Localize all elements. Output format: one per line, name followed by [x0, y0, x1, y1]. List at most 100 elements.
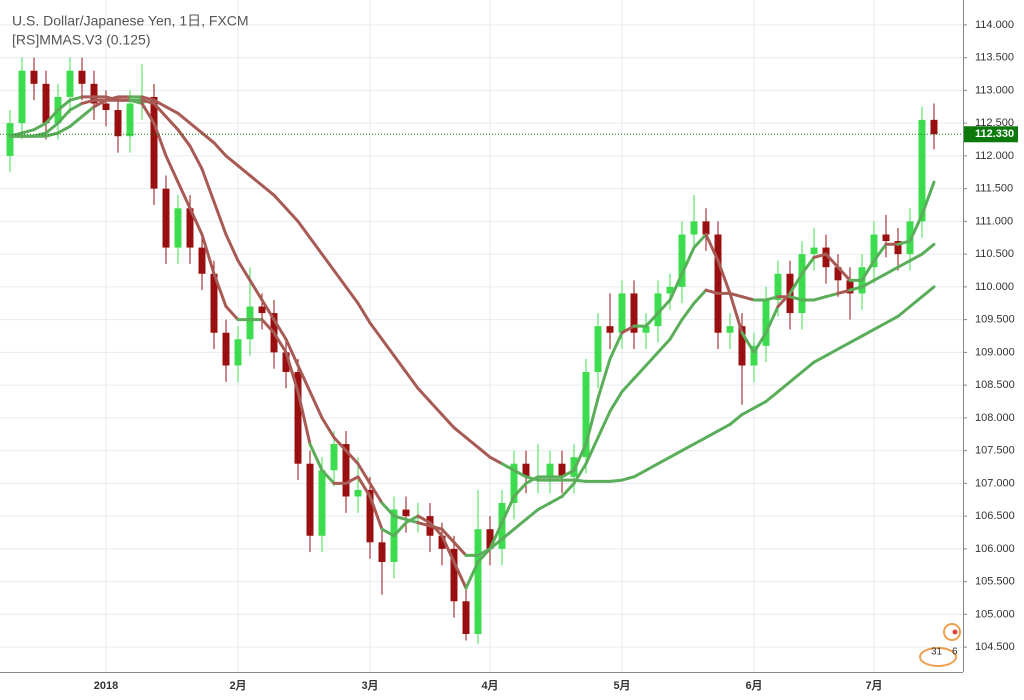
y-tick-label: 111.000 [975, 215, 1013, 227]
indicator-line [44, 121, 60, 135]
indicator-line [704, 288, 720, 295]
candle-body [774, 273, 782, 300]
candle-body [462, 601, 470, 635]
candle-body [234, 339, 242, 366]
indicator-line [440, 527, 456, 544]
y-tick-label: 109.500 [975, 314, 1015, 326]
candle-body [210, 273, 218, 333]
candle-body [606, 326, 614, 333]
candle-body [762, 299, 770, 346]
candle-body [882, 234, 890, 242]
indicator-line [356, 301, 372, 325]
indicator-line [848, 285, 864, 292]
indicator-line [896, 305, 912, 318]
last-price-label: 112.330 [975, 128, 1014, 140]
indicator-line [308, 442, 324, 472]
indicator-line [140, 101, 156, 125]
indicator-line [476, 547, 492, 557]
candle-body [702, 221, 710, 235]
candle-body [666, 286, 674, 294]
y-tick-label: 111.500 [975, 183, 1013, 195]
candle-body [474, 529, 482, 635]
indicator-line [212, 141, 228, 158]
indicator-line [584, 396, 600, 446]
indicator-line [572, 442, 588, 472]
indicator-line [392, 514, 408, 521]
indicator-line [452, 560, 468, 590]
indicator-line [404, 370, 420, 390]
indicator-line [728, 291, 744, 335]
candle-body [846, 280, 854, 294]
indicator-line [224, 232, 240, 263]
indicator-line [344, 449, 360, 466]
indicator-line [452, 540, 468, 557]
indicator-line [620, 324, 636, 335]
indicator-line [488, 537, 504, 551]
indicator-line [860, 278, 876, 289]
indicator-line [152, 98, 168, 109]
indicator-line [320, 416, 336, 440]
indicator-line [308, 390, 324, 420]
indicator-line [824, 291, 840, 299]
indicator-line [212, 272, 228, 309]
indicator-line [140, 98, 156, 105]
indicator-line [896, 239, 912, 246]
event-icon [943, 623, 961, 641]
indicator-line [740, 406, 756, 417]
y-tick-label: 106.000 [975, 543, 1015, 555]
candle-body [486, 529, 494, 549]
y-tick-label: 107.500 [975, 445, 1015, 457]
candle-body [870, 234, 878, 268]
indicator-line [368, 494, 384, 531]
indicator-line [752, 399, 768, 410]
x-tick-label: 5月 [613, 679, 630, 692]
indicator-line [728, 291, 744, 299]
candle-body [246, 306, 254, 340]
indicator-line [512, 468, 528, 479]
candle-body [102, 103, 110, 111]
indicator-line [728, 413, 744, 426]
candle-body [354, 489, 362, 497]
indicator-line [824, 347, 840, 358]
candle-body [306, 463, 314, 536]
indicator-line [188, 206, 204, 236]
indicator-line [212, 200, 228, 236]
candle-body [294, 372, 302, 464]
indicator-line [788, 370, 804, 384]
candle-body [186, 208, 194, 248]
indicator-line [680, 442, 696, 453]
indicator-line [380, 501, 396, 518]
indicator-line [572, 478, 588, 483]
indicator-line [176, 111, 192, 125]
indicator-line [200, 167, 216, 204]
indicator-line [260, 183, 276, 197]
candle-body [630, 293, 638, 333]
candle-body [438, 535, 446, 549]
indicator-line [320, 252, 336, 273]
indicator-line [644, 311, 660, 328]
candle-body [738, 326, 746, 366]
indicator-line [620, 475, 636, 482]
indicator-line [80, 98, 96, 105]
indicator-line [68, 115, 84, 128]
indicator-line [608, 331, 624, 361]
candle-body [342, 444, 350, 497]
indicator-line [764, 390, 780, 403]
candle-body [546, 463, 554, 477]
indicator-line [668, 318, 684, 341]
y-tick-label: 104.500 [975, 641, 1015, 653]
indicator-line [860, 327, 876, 338]
indicator-line [260, 318, 276, 335]
indicator-line [224, 154, 240, 168]
indicator-line [188, 144, 204, 171]
y-tick-label: 106.500 [975, 510, 1015, 522]
indicator-line [788, 272, 804, 295]
y-tick-label: 110.000 [975, 281, 1014, 293]
indicator-line [536, 501, 552, 512]
indicator-line [464, 436, 480, 449]
candle-body [150, 96, 158, 189]
candle-body [366, 489, 374, 543]
indicator-line [440, 534, 456, 564]
y-tick-label: 109.000 [975, 346, 1015, 358]
